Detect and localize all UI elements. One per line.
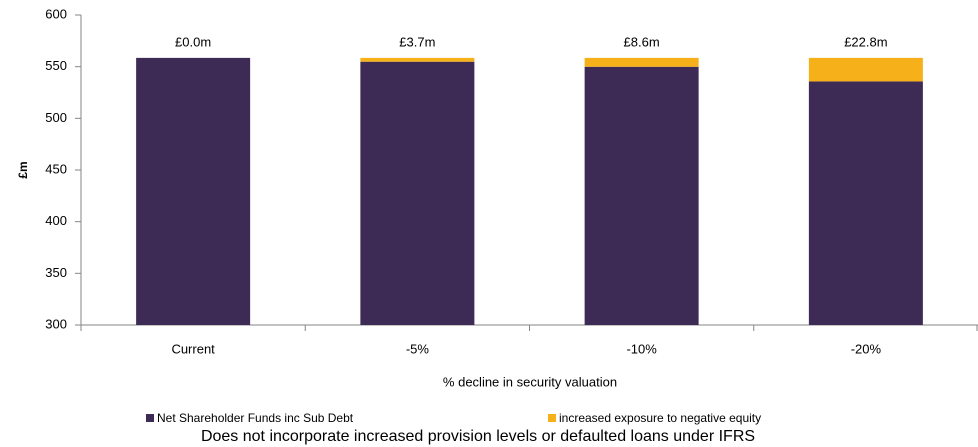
x-axis-label: % decline in security valuation [443,374,617,389]
x-tick-label: -10% [626,341,657,356]
data-label: £8.6m [624,34,660,49]
bar-segment [360,61,475,325]
x-tick-label: -5% [406,341,430,356]
y-tick-label: 400 [45,213,67,228]
x-tick-label: Current [171,341,215,356]
data-label: £22.8m [844,34,887,49]
bar-segment [808,57,923,82]
x-tick-label: -20% [851,341,882,356]
legend-swatch [146,414,154,422]
bar-segment [360,57,475,62]
y-tick-label: 600 [45,6,67,21]
legend-label: Net Shareholder Funds inc Sub Debt [157,411,354,425]
legend-swatch [548,414,556,422]
y-tick-label: 350 [45,265,67,280]
bar-segment [584,57,699,67]
y-axis-label: £m [16,161,30,178]
footnote: Does not incorporate increased provision… [201,428,755,445]
data-label: £0.0m [175,34,211,49]
y-tick-label: 500 [45,110,67,125]
data-label: £3.7m [399,34,435,49]
bar-segment [136,57,251,326]
bar-segment [808,81,923,326]
bar-segment [584,66,699,326]
legend-label: increased exposure to negative equity [559,411,761,425]
y-tick-label: 550 [45,58,67,73]
y-tick-label: 450 [45,161,67,176]
y-tick-label: 300 [45,316,67,331]
